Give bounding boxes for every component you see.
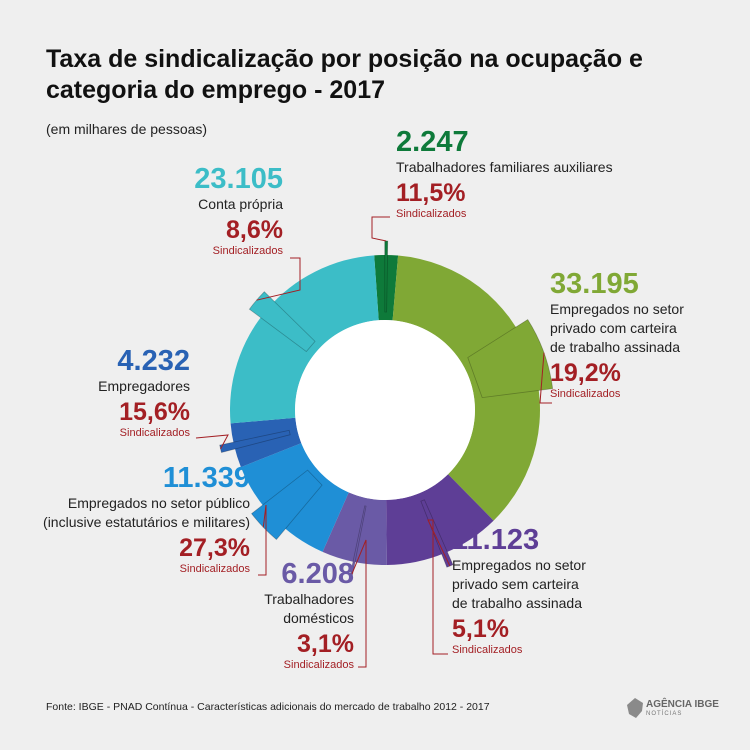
leader-line-empregadores	[195, 434, 229, 450]
sind-conta-propria: Sindicalizados	[212, 245, 283, 257]
label-privado-sem: 11.123 Empregados no setor privado sem c…	[452, 525, 586, 657]
sind-publico: Sindicalizados	[179, 563, 250, 575]
slice-privado_com	[392, 255, 540, 521]
name-privado-sem-line3: de trabalho assinada	[452, 595, 582, 611]
sind-empregadores: Sindicalizados	[119, 427, 190, 439]
name-familiares-line1: Trabalhadores familiares auxiliares	[396, 159, 613, 175]
slice-empregadores	[230, 417, 302, 468]
name-privado-com-line1: Empregados no setor	[550, 301, 684, 317]
slice-privado_sem	[386, 474, 494, 565]
value-privado-com: 33.195	[550, 268, 639, 300]
donut-slices	[219, 240, 554, 577]
unionized-wedge-publico	[250, 469, 323, 541]
logo-text: AGÊNCIA IBGE	[646, 699, 719, 710]
leader-line-domesticos	[350, 539, 367, 668]
leader-line-privado_com	[539, 352, 552, 404]
name-privado-com-line2: privado com carteira	[550, 320, 677, 336]
sind-domesticos: Sindicalizados	[283, 659, 354, 671]
leader-line-conta_propria	[256, 257, 301, 301]
leader-line-privado_sem	[427, 519, 451, 655]
label-domesticos: 6.208 Trabalhadores domésticos 3,1% Sind…	[240, 559, 354, 672]
pct-empregadores: 15,6%	[119, 398, 190, 426]
name-conta-propria-line1: Conta própria	[198, 196, 283, 212]
sind-privado-com: Sindicalizados	[550, 388, 621, 400]
leader-line-publico	[258, 504, 267, 576]
name-domesticos-line1: Trabalhadores	[264, 591, 354, 607]
pct-conta-propria: 8,6%	[226, 216, 283, 244]
unionized-wedge-domesticos	[349, 505, 367, 577]
label-familiares: 2.247 Trabalhadores familiares auxiliare…	[396, 127, 613, 221]
name-publico-line2: (inclusive estatutários e militares)	[43, 514, 250, 530]
unionized-wedge-empregadores	[219, 429, 291, 454]
ibge-logo-icon	[627, 698, 643, 718]
slice-domesticos	[322, 492, 387, 565]
name-privado-com-line3: de trabalho assinada	[550, 339, 680, 355]
label-privado-com: 33.195 Empregados no setor privado com c…	[550, 269, 684, 401]
leader-lines	[195, 216, 552, 668]
value-privado-sem: 11.123	[452, 524, 540, 556]
label-conta-propria: 23.105 Conta própria 8,6% Sindicalizados	[140, 164, 283, 258]
name-privado-sem-line1: Empregados no setor	[452, 557, 586, 573]
value-familiares: 2.247	[396, 126, 469, 158]
value-empregadores: 4.232	[117, 345, 190, 377]
unionized-wedge-conta_propria	[248, 291, 316, 353]
logo-subtext: NOTÍCIAS	[646, 711, 683, 717]
donut-hole	[295, 320, 475, 500]
pct-domesticos: 3,1%	[297, 630, 354, 658]
leader-line-familiares	[371, 216, 390, 242]
source-footnote: Fonte: IBGE - PNAD Contínua - Caracterís…	[46, 701, 490, 713]
name-publico-line1: Empregados no setor público	[67, 495, 250, 511]
name-domesticos-line2: domésticos	[283, 610, 354, 626]
sind-familiares: Sindicalizados	[396, 208, 467, 220]
pct-publico: 27,3%	[179, 534, 250, 562]
value-publico: 11.339	[162, 462, 250, 494]
name-privado-sem-line2: privado sem carteira	[452, 576, 579, 592]
value-domesticos: 6.208	[281, 558, 354, 590]
chart-title: Taxa de sindicalização por posição na oc…	[46, 45, 643, 104]
chart-subtitle: (em milhares de pessoas)	[46, 121, 208, 137]
pct-privado-sem: 5,1%	[452, 615, 509, 643]
unionized-wedge-privado_com	[467, 318, 554, 399]
pct-familiares: 11,5%	[396, 179, 466, 207]
label-empregadores: 4.232 Empregadores 15,6% Sindicalizados	[60, 346, 190, 440]
sind-privado-sem: Sindicalizados	[452, 644, 523, 656]
name-empregadores-line1: Empregadores	[98, 378, 190, 394]
label-publico: 11.339 Empregados no setor público (incl…	[10, 463, 250, 576]
pct-privado-com: 19,2%	[550, 359, 621, 387]
value-conta-propria: 23.105	[194, 163, 283, 195]
unionized-wedge-privado_sem	[420, 499, 454, 568]
